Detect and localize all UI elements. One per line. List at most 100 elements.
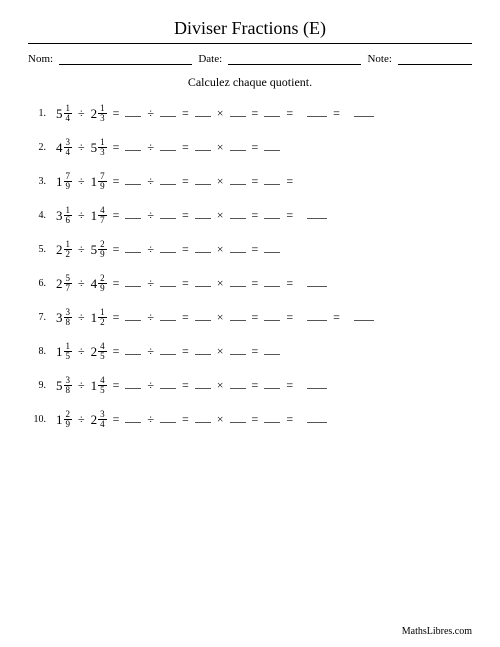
- answer-blank: [160, 244, 176, 253]
- operator: =: [181, 242, 190, 257]
- answer-blank: [125, 414, 141, 423]
- problem-number: 6.: [28, 278, 46, 289]
- date-label: Date:: [198, 53, 222, 65]
- problem-row: 8. 1 1 5 ÷ 2 4 5 =÷=×=: [28, 342, 472, 361]
- operator: ×: [216, 344, 225, 359]
- operator: =: [112, 242, 121, 257]
- operator: =: [112, 412, 121, 427]
- whole-part: 2: [56, 276, 63, 292]
- denominator: 8: [64, 318, 73, 327]
- denominator: 4: [98, 420, 107, 429]
- answer-blank: [230, 380, 246, 389]
- operator: ÷: [146, 242, 155, 257]
- whole-part: 3: [56, 208, 63, 224]
- answer-blank: [160, 312, 176, 321]
- answer-blank: [230, 346, 246, 355]
- mixed-number: 5 1 4: [56, 104, 72, 123]
- operator: ×: [216, 378, 225, 393]
- operator: ÷: [77, 310, 86, 325]
- fraction-part: 1 5: [64, 342, 73, 361]
- answer-blank: [195, 210, 211, 219]
- operator: =: [285, 412, 294, 427]
- mixed-number: 1 4 5: [91, 376, 107, 395]
- operator: ÷: [77, 140, 86, 155]
- mixed-number: 2 1 2: [56, 240, 72, 259]
- operator: =: [112, 140, 121, 155]
- problem-row: 4. 3 1 6 ÷ 1 4 7 =÷=×==: [28, 206, 472, 225]
- operator: ÷: [146, 378, 155, 393]
- problem-row: 9. 5 3 8 ÷ 1 4 5 =÷=×==: [28, 376, 472, 395]
- nom-blank: [59, 52, 192, 65]
- operator: =: [251, 242, 260, 257]
- whole-part: 5: [56, 378, 63, 394]
- whole-part: 1: [56, 412, 63, 428]
- mixed-number: 1 7 9: [91, 172, 107, 191]
- answer-blank: [264, 176, 280, 185]
- operator: ÷: [77, 412, 86, 427]
- operator: ×: [216, 140, 225, 155]
- operator: =: [181, 310, 190, 325]
- denominator: 9: [98, 284, 107, 293]
- problem-row: 5. 2 1 2 ÷ 5 2 9 =÷=×=: [28, 240, 472, 259]
- note-blank: [398, 52, 472, 65]
- operator: ÷: [146, 106, 155, 121]
- operator: =: [285, 174, 294, 189]
- denominator: 2: [98, 318, 107, 327]
- answer-blank: [195, 244, 211, 253]
- answer-blank: [354, 108, 374, 117]
- operator: =: [181, 276, 190, 291]
- problem-row: 2. 4 3 4 ÷ 5 1 3 =÷=×=: [28, 138, 472, 157]
- operator: =: [251, 208, 260, 223]
- answer-blank: [230, 142, 246, 151]
- operator: =: [251, 344, 260, 359]
- answer-blank: [125, 380, 141, 389]
- operator: =: [251, 276, 260, 291]
- fraction-part: 5 7: [64, 274, 73, 293]
- whole-part: 5: [91, 140, 98, 156]
- answer-blank: [264, 312, 280, 321]
- mixed-number: 5 3 8: [56, 376, 72, 395]
- whole-part: 1: [56, 344, 63, 360]
- answer-blank: [125, 210, 141, 219]
- fraction-part: 7 9: [98, 172, 107, 191]
- whole-part: 2: [56, 242, 63, 258]
- answer-blank: [264, 210, 280, 219]
- answer-blank: [160, 346, 176, 355]
- operator: ×: [216, 242, 225, 257]
- nom-label: Nom:: [28, 53, 53, 65]
- operator: =: [285, 310, 294, 325]
- answer-blank: [230, 176, 246, 185]
- denominator: 6: [64, 216, 73, 225]
- answer-blank: [307, 108, 327, 117]
- operator: =: [251, 412, 260, 427]
- denominator: 7: [98, 216, 107, 225]
- denominator: 7: [64, 284, 73, 293]
- problem-row: 7. 3 3 8 ÷ 1 1 2 =÷=×== =: [28, 308, 472, 327]
- note-label: Note:: [367, 53, 391, 65]
- denominator: 3: [98, 114, 107, 123]
- mixed-number: 1 2 9: [56, 410, 72, 429]
- expression: 3 1 6 ÷ 1 4 7 =÷=×==: [56, 206, 327, 225]
- operator: ×: [216, 412, 225, 427]
- whole-part: 2: [91, 344, 98, 360]
- problem-number: 10.: [28, 414, 46, 425]
- answer-blank: [195, 414, 211, 423]
- expression: 1 1 5 ÷ 2 4 5 =÷=×=: [56, 342, 280, 361]
- expression: 3 3 8 ÷ 1 1 2 =÷=×== =: [56, 308, 374, 327]
- whole-part: 5: [91, 242, 98, 258]
- operator: ×: [216, 174, 225, 189]
- footer: MathsLibres.com: [402, 626, 472, 637]
- answer-blank: [125, 108, 141, 117]
- mixed-number: 3 3 8: [56, 308, 72, 327]
- expression: 2 1 2 ÷ 5 2 9 =÷=×=: [56, 240, 280, 259]
- answer-blank: [160, 210, 176, 219]
- expression: 1 7 9 ÷ 1 7 9 =÷=×==: [56, 172, 294, 191]
- denominator: 4: [64, 148, 73, 157]
- mixed-number: 2 4 5: [91, 342, 107, 361]
- denominator: 8: [64, 386, 73, 395]
- answer-blank: [230, 210, 246, 219]
- operator: ÷: [77, 106, 86, 121]
- whole-part: 1: [56, 174, 63, 190]
- operator: =: [251, 140, 260, 155]
- whole-part: 1: [91, 378, 98, 394]
